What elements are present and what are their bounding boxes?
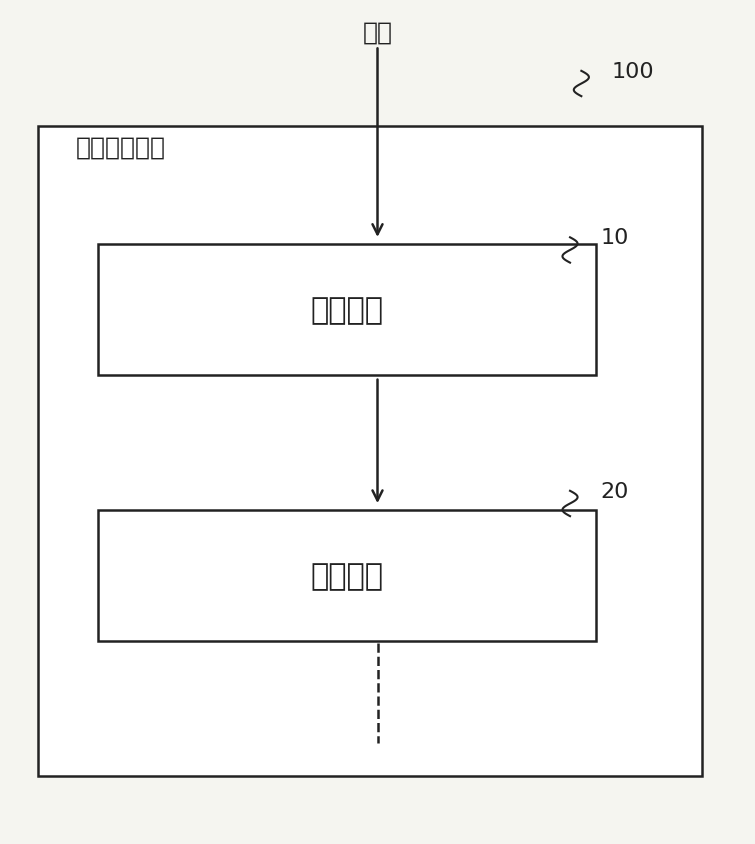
Text: 搜索单元: 搜索单元 [311,295,384,325]
Text: 10: 10 [600,228,629,248]
Text: 信息处理装置: 信息处理装置 [76,136,165,160]
Text: 20: 20 [600,481,629,501]
FancyBboxPatch shape [98,245,596,376]
Text: 100: 100 [612,62,654,82]
FancyBboxPatch shape [38,127,702,776]
Text: 聚合单元: 聚合单元 [311,561,384,591]
FancyBboxPatch shape [98,511,596,641]
Text: 查询: 查询 [362,20,393,44]
